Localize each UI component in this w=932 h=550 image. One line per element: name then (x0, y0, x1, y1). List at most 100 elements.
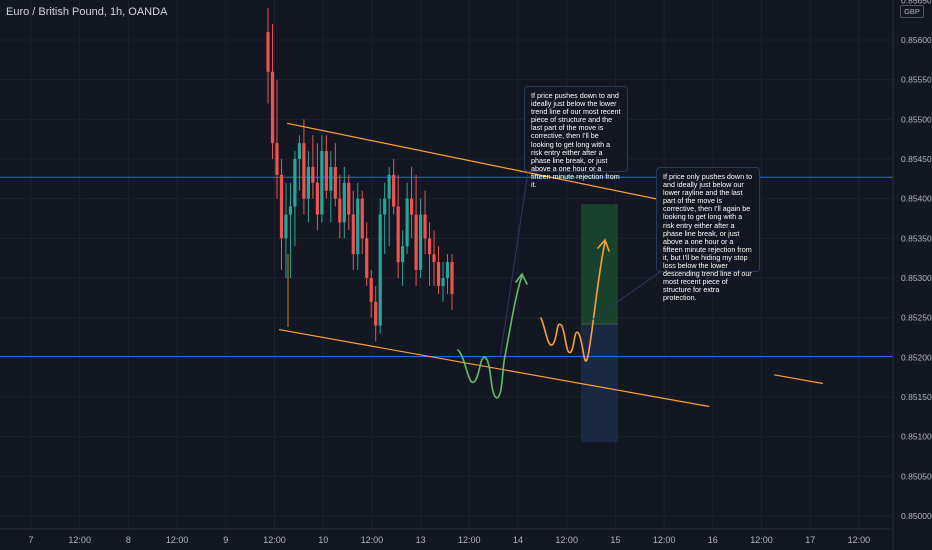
candle (266, 8, 270, 104)
candle-body (423, 214, 427, 239)
price-tick-label: 0.85200 (901, 352, 932, 362)
price-tick-label: 0.85100 (901, 432, 932, 442)
time-axis[interactable]: 7 12:00 8 12:00 9 12:00 10 12:00 13 12:00 14 12:00 1… (28, 535, 870, 545)
long-position-target-zone[interactable] (581, 204, 618, 325)
price-axis[interactable]: 0.85600 0.85550 0.85500 0.85450 0.85400 0.853… (901, 0, 932, 521)
green-arrow-head (515, 272, 528, 285)
candle (369, 270, 373, 318)
time-tick-label: 12:00 (263, 535, 286, 545)
candle (410, 166, 414, 239)
candle (320, 135, 324, 223)
time-tick-label: 12:00 (458, 535, 481, 545)
candle-body (401, 246, 405, 263)
bullish-projection-path-orange[interactable] (540, 241, 606, 362)
candle (315, 143, 319, 231)
candle-body (333, 166, 337, 199)
candle (270, 24, 275, 159)
candle-body (410, 198, 414, 215)
candle-body (347, 182, 351, 215)
candle (405, 182, 409, 255)
candle (427, 222, 432, 286)
candle (392, 159, 396, 215)
candle-body (297, 143, 302, 159)
candle (288, 182, 293, 278)
candle-body (383, 198, 387, 215)
candle-body (396, 206, 400, 263)
time-tick-label: 12:00 (653, 535, 676, 545)
candle (387, 166, 391, 247)
candle-body (315, 182, 319, 215)
upper-trendline[interactable] (287, 122, 714, 212)
candle-body (427, 238, 432, 255)
time-tick-label: 17 (805, 535, 815, 545)
candle (324, 135, 328, 199)
candle (378, 198, 382, 334)
price-tick-label: 0.85150 (901, 392, 932, 402)
long-position-stop-zone[interactable] (581, 324, 618, 443)
candle (306, 151, 310, 223)
note2-pointer (588, 271, 661, 323)
time-tick-label: 10 (318, 535, 328, 545)
price-tick-label: 0.85550 (901, 75, 932, 85)
candle (396, 174, 400, 278)
candle-body (436, 262, 441, 286)
candle (356, 182, 360, 271)
time-tick-label: 8 (126, 535, 131, 545)
candle-body (279, 174, 284, 239)
candle (432, 230, 436, 286)
time-tick-label: 12:00 (68, 535, 91, 545)
candle-body (329, 166, 333, 191)
candle-body (275, 143, 279, 175)
currency-badge[interactable]: GBP (900, 5, 924, 18)
candle-body (418, 214, 423, 271)
candle (329, 151, 333, 223)
candle-body (360, 198, 364, 239)
price-tick-label: 0.85250 (901, 313, 932, 323)
price-tick-label: 0.85500 (901, 114, 932, 124)
candle-body (369, 278, 373, 302)
time-tick-label: 12:00 (361, 535, 384, 545)
candle (284, 182, 288, 278)
candle-body (414, 214, 418, 271)
candle-body (342, 182, 346, 223)
candle (360, 190, 364, 255)
price-tick-label: 0.85000 (901, 511, 932, 521)
candle-body (356, 198, 360, 255)
note1-pointer (499, 171, 529, 359)
time-tick-label: 13 (416, 535, 426, 545)
candle-body (266, 32, 270, 72)
candle (351, 190, 355, 271)
time-tick-label: 12:00 (750, 535, 773, 545)
time-tick-label: 7 (28, 535, 33, 545)
candle-body (320, 151, 324, 215)
candle (297, 135, 302, 191)
candle (441, 262, 445, 302)
candle-body (270, 71, 275, 144)
callout-note-2[interactable]: If price only pushes down to and ideally… (656, 167, 760, 302)
price-tick-label: 0.85600 (901, 35, 932, 45)
price-tick-label: 0.85300 (901, 273, 932, 283)
candle-body (302, 143, 306, 199)
rayline[interactable] (774, 374, 823, 385)
candle-body (432, 254, 436, 263)
candle-body (445, 262, 450, 278)
callout-note-1[interactable]: If price pushes down to and ideally just… (524, 86, 628, 189)
candle (311, 135, 315, 199)
candle (401, 230, 405, 286)
candle (302, 119, 306, 215)
price-tick-label: 0.85350 (901, 233, 932, 243)
bullish-projection-path-green[interactable] (457, 275, 523, 399)
time-tick-label: 12:00 (166, 535, 189, 545)
lower-trendline[interactable] (278, 328, 710, 408)
time-tick-label: 9 (223, 535, 228, 545)
candle (436, 246, 441, 294)
candle-body (392, 174, 396, 207)
candle (383, 182, 387, 255)
candle (338, 174, 342, 239)
time-tick-label: 12:00 (848, 535, 871, 545)
candle (450, 254, 454, 310)
time-tick-label: 16 (708, 535, 718, 545)
time-tick-label: 14 (513, 535, 523, 545)
